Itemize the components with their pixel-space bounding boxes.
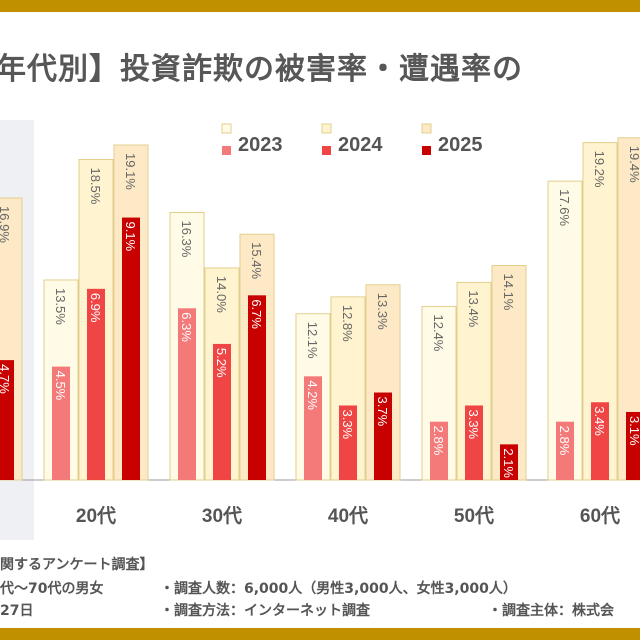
- victim-label: 4.7%: [0, 364, 12, 394]
- category-label: 50代: [454, 505, 494, 527]
- encounter-label: 19.2%: [592, 151, 607, 188]
- page-title: 年代別】投資詐欺の被害率・遭遇率の: [0, 52, 523, 87]
- encounter-label: 13.3%: [375, 293, 390, 330]
- victim-label: 6.3%: [179, 312, 194, 342]
- encounter-label: 18.5%: [88, 167, 103, 204]
- legend-victim-swatch: [322, 146, 331, 155]
- legend-label: 2024: [338, 134, 383, 156]
- victim-bar: [52, 366, 70, 480]
- category-label: 40代: [328, 505, 368, 527]
- victim-label: 4.2%: [305, 380, 320, 410]
- encounter-bar: [491, 265, 527, 481]
- victim-bar: [500, 444, 518, 480]
- encounter-label: 15.4%: [249, 242, 264, 279]
- legend-label: 2025: [438, 134, 483, 156]
- survey-target: 代～70代の男女: [0, 581, 104, 597]
- encounter-label: 16.3%: [179, 220, 194, 257]
- victim-bar: [465, 405, 483, 480]
- encounter-label: 12.8%: [340, 305, 355, 342]
- encounter-label: 19.4%: [627, 146, 640, 183]
- survey-title: 関するアンケート調査】: [0, 557, 154, 573]
- victim-label: 5.2%: [214, 348, 229, 378]
- bottom-border: [0, 628, 640, 640]
- victim-label: 3.3%: [466, 409, 481, 439]
- victim-bar: [374, 392, 392, 480]
- category-label: 20代: [76, 505, 116, 527]
- legend-encounter-swatch: [321, 123, 332, 134]
- encounter-label: 13.4%: [466, 290, 481, 327]
- victim-bar: [248, 295, 266, 480]
- category-label: 30代: [202, 505, 242, 527]
- victim-bar: [591, 402, 609, 480]
- victim-label: 3.3%: [340, 409, 355, 439]
- victim-label: 2.1%: [501, 448, 516, 478]
- legend-victim-swatch: [422, 146, 431, 155]
- victim-bar: [556, 421, 574, 480]
- victim-bar: [626, 411, 640, 480]
- survey-organizer: ・調査主体：株式会: [488, 603, 614, 619]
- encounter-label: 13.5%: [53, 288, 68, 325]
- encounter-label: 12.4%: [431, 314, 446, 351]
- victim-label: 6.9%: [88, 293, 103, 323]
- victim-bar: [430, 421, 448, 480]
- survey-date: 27日: [0, 603, 34, 619]
- victim-bar: [0, 360, 14, 480]
- legend-encounter-swatch: [221, 123, 232, 134]
- victim-bar: [304, 376, 322, 480]
- encounter-label: 14.1%: [501, 274, 516, 311]
- encounter-label: 14.0%: [214, 276, 229, 313]
- victim-label: 3.1%: [627, 416, 640, 446]
- victim-bar: [178, 308, 196, 480]
- victim-label: 3.7%: [375, 397, 390, 427]
- legend-label: 2023: [238, 134, 283, 156]
- victim-bar: [122, 217, 140, 480]
- survey-method: ・調査方法：インターネット調査: [160, 603, 370, 619]
- victim-label: 2.8%: [557, 426, 572, 456]
- encounter-label: 16.9%: [0, 206, 12, 243]
- legend-victim-swatch: [222, 146, 231, 155]
- victim-label: 6.7%: [249, 299, 264, 329]
- legend-encounter-swatch: [421, 123, 432, 134]
- encounter-label: 17.6%: [557, 189, 572, 226]
- category-label: 60代: [580, 505, 620, 527]
- victim-label: 4.5%: [53, 371, 68, 401]
- victim-label: 9.1%: [123, 222, 138, 252]
- victim-label: 2.8%: [431, 426, 446, 456]
- encounter-label: 12.1%: [305, 322, 320, 359]
- victim-bar: [213, 343, 231, 480]
- top-border: [0, 0, 640, 12]
- survey-respondents: ・調査人数：6,000人（男性3,000人、女性3,000人）: [160, 581, 517, 597]
- victim-bar: [87, 288, 105, 480]
- encounter-label: 19.1%: [123, 153, 138, 190]
- victim-label: 3.4%: [592, 406, 607, 436]
- victim-bar: [339, 405, 357, 480]
